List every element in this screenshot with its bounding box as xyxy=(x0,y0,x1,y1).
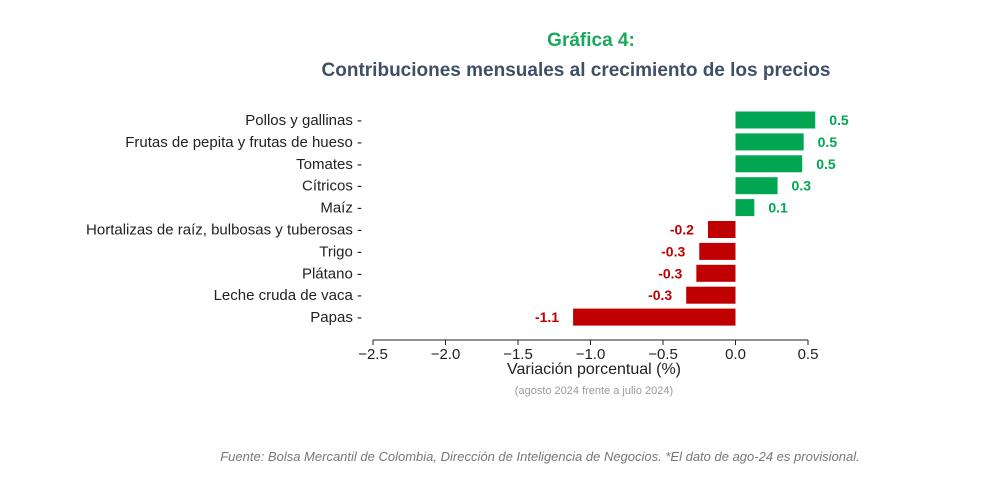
bar xyxy=(735,155,803,173)
x-tick-label: −2.0 xyxy=(431,346,461,363)
bar xyxy=(735,111,816,129)
chart-subtitle: Contribuciones mensuales al crecimiento … xyxy=(321,60,831,81)
category-label: Pollos y gallinas - xyxy=(245,112,362,129)
x-tick-label: −1.0 xyxy=(576,346,606,363)
bar xyxy=(707,221,736,238)
source-note: Fuente: Bolsa Mercantil de Colombia, Dir… xyxy=(220,449,860,464)
category-label: Trigo - xyxy=(319,243,362,260)
data-label: -0.3 xyxy=(658,265,682,281)
bar xyxy=(573,308,736,326)
category-label: Frutas de pepita y frutas de hueso - xyxy=(125,134,362,151)
bar xyxy=(735,177,778,195)
x-axis-note: (agosto 2024 frente a julio 2024) xyxy=(514,385,674,397)
x-axis-label: Variación porcentual (%) xyxy=(506,361,681,378)
chart-title: Gráfica 4: xyxy=(547,30,635,51)
data-label: 0.5 xyxy=(829,112,849,128)
data-label: 0.1 xyxy=(768,200,788,216)
category-label: Tomates - xyxy=(296,156,362,173)
x-tick-label: −2.5 xyxy=(358,346,388,363)
bar xyxy=(735,199,755,217)
data-label: 0.5 xyxy=(818,134,838,150)
bar xyxy=(696,264,736,282)
category-label: Maíz - xyxy=(320,200,362,217)
bar xyxy=(699,242,736,260)
data-label: 0.3 xyxy=(792,178,812,194)
category-label: Hortalizas de raíz, bulbosas y tuberosas… xyxy=(86,222,362,239)
bar xyxy=(735,133,804,151)
category-label: Leche cruda de vaca - xyxy=(214,287,362,304)
data-label: 0.5 xyxy=(816,156,836,172)
category-label: Cítricos - xyxy=(302,178,362,195)
data-label: -0.3 xyxy=(661,243,685,259)
category-label: Plátano - xyxy=(302,265,362,282)
x-tick-label: −1.5 xyxy=(503,346,533,363)
data-label: -1.1 xyxy=(535,309,559,325)
category-label: Papas - xyxy=(310,309,362,326)
bar xyxy=(686,286,736,304)
x-tick-label: 0.5 xyxy=(798,346,819,363)
data-label: -0.2 xyxy=(670,222,694,238)
x-tick-label: 0.0 xyxy=(725,346,746,363)
data-label: -0.3 xyxy=(648,287,672,303)
x-tick-label: −0.5 xyxy=(648,346,678,363)
